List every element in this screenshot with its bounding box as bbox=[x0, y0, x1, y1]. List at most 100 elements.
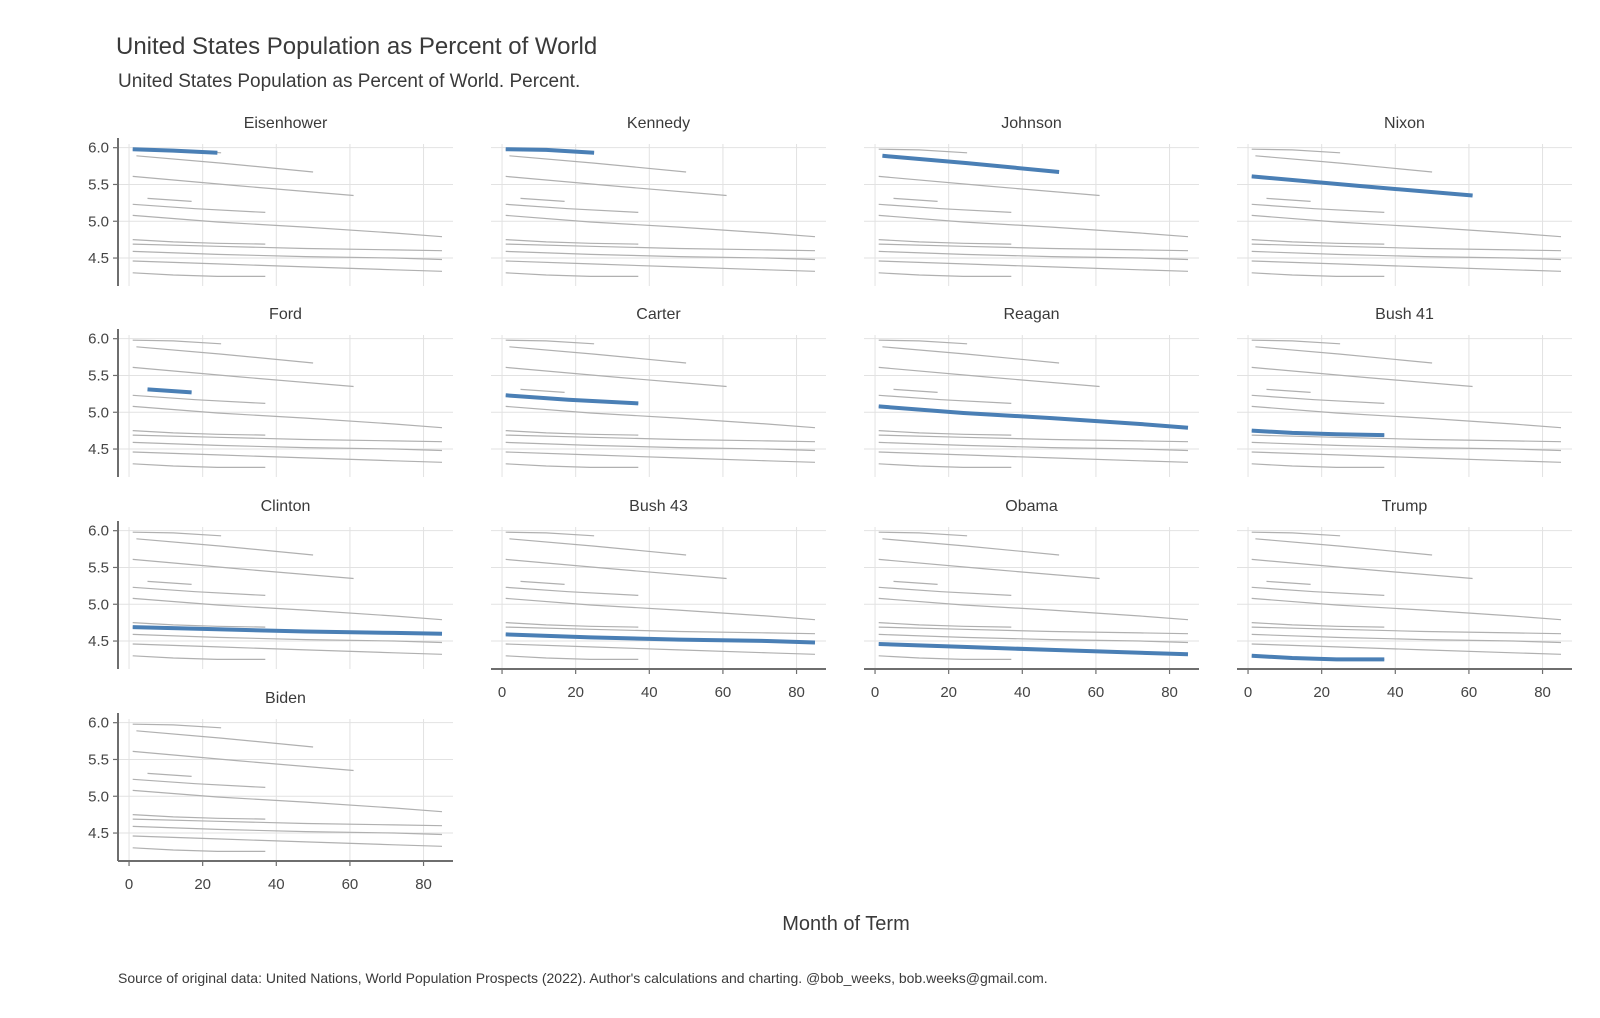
background-series-line bbox=[878, 260, 1189, 272]
background-series-line bbox=[136, 730, 314, 748]
background-series-line bbox=[505, 239, 639, 245]
background-series-line bbox=[147, 772, 192, 777]
background-series-line bbox=[505, 626, 816, 635]
background-series-line bbox=[505, 405, 816, 429]
panel-title: Clinton bbox=[261, 498, 311, 515]
background-series-line bbox=[505, 250, 816, 261]
background-series-line bbox=[878, 586, 1012, 596]
panel-reagan: Reagan bbox=[864, 306, 1199, 477]
highlight-series-line bbox=[505, 393, 639, 406]
background-series-line bbox=[505, 366, 727, 388]
background-series-line bbox=[505, 441, 816, 452]
background-series-line bbox=[136, 538, 314, 556]
background-series-line bbox=[505, 339, 595, 345]
x-tick-label: 60 bbox=[715, 684, 732, 701]
x-tick-label: 0 bbox=[871, 684, 879, 701]
highlight-series-line bbox=[1251, 653, 1385, 662]
panel-title: Reagan bbox=[1003, 306, 1059, 323]
background-series-line bbox=[132, 239, 266, 245]
background-series-line bbox=[132, 531, 222, 537]
x-tick-label: 60 bbox=[1461, 684, 1478, 701]
panel-bush-41: Bush 41 bbox=[1237, 306, 1572, 477]
background-series-line bbox=[520, 388, 565, 393]
background-series-line bbox=[893, 580, 938, 585]
background-series-line bbox=[132, 339, 222, 345]
background-series-line bbox=[147, 580, 192, 585]
background-series-line bbox=[505, 531, 595, 537]
background-series-line bbox=[878, 366, 1100, 388]
panel-title: Johnson bbox=[1001, 115, 1062, 132]
y-tick-label: 5.5 bbox=[88, 367, 109, 384]
highlight-series-line bbox=[882, 153, 1060, 174]
panel-title: Nixon bbox=[1384, 115, 1425, 132]
background-series-line bbox=[878, 239, 1012, 245]
x-tick-label: 40 bbox=[1014, 684, 1031, 701]
background-series-line bbox=[147, 197, 192, 202]
highlight-series-line bbox=[1251, 174, 1473, 198]
background-series-line bbox=[878, 441, 1189, 452]
background-series-line bbox=[132, 818, 443, 827]
background-series-line bbox=[878, 430, 1012, 436]
background-series-line bbox=[132, 643, 443, 655]
background-series-line bbox=[1266, 388, 1311, 393]
background-series-line bbox=[132, 243, 443, 252]
background-series-line bbox=[132, 655, 266, 661]
panel-ford: Ford 4.5 5.0 5.5 6.0 bbox=[88, 306, 453, 477]
background-series-line bbox=[505, 597, 816, 621]
background-series-line bbox=[1251, 339, 1341, 345]
background-series-line bbox=[136, 155, 314, 173]
background-series-line bbox=[878, 463, 1012, 468]
background-series-line bbox=[1251, 250, 1562, 261]
background-series-line bbox=[893, 197, 938, 202]
x-tick-label: 40 bbox=[641, 684, 658, 701]
background-series-line bbox=[1251, 626, 1562, 635]
background-series-line bbox=[1251, 633, 1562, 644]
y-tick-label: 6.0 bbox=[88, 523, 109, 540]
background-series-line bbox=[132, 558, 354, 580]
panel-title: Obama bbox=[1005, 498, 1058, 515]
y-tick-label: 6.0 bbox=[88, 331, 109, 348]
background-series-line bbox=[132, 451, 443, 463]
facet-panels: Eisenhower 4.5 5.0 5.5 6.0 Kennedy Johnson Nixo… bbox=[88, 115, 1572, 893]
panel-title: Trump bbox=[1382, 498, 1428, 515]
panel-johnson: Johnson bbox=[864, 115, 1199, 286]
background-series-line bbox=[132, 789, 443, 813]
background-series-line bbox=[132, 434, 443, 443]
background-series-line bbox=[136, 346, 314, 364]
background-series-line bbox=[1266, 580, 1311, 585]
background-series-line bbox=[878, 626, 1189, 635]
y-tick-label: 5.0 bbox=[88, 213, 109, 230]
background-series-line bbox=[505, 214, 816, 238]
background-series-line bbox=[132, 835, 443, 847]
panel-eisenhower: Eisenhower 4.5 5.0 5.5 6.0 bbox=[88, 115, 453, 286]
panel-bush-43: Bush 43 0 20 40 60 80 bbox=[491, 498, 826, 701]
y-tick-label: 5.5 bbox=[88, 751, 109, 768]
background-series-line bbox=[520, 580, 565, 585]
panel-title: Carter bbox=[636, 306, 681, 323]
background-series-line bbox=[505, 558, 727, 580]
background-series-line bbox=[1251, 203, 1385, 213]
background-series-line bbox=[509, 155, 687, 173]
background-series-line bbox=[1251, 597, 1562, 621]
panel-carter: Carter bbox=[491, 306, 826, 477]
background-series-line bbox=[132, 260, 443, 272]
background-series-line bbox=[1251, 260, 1562, 272]
background-series-line bbox=[1251, 558, 1473, 580]
background-series-line bbox=[878, 531, 968, 537]
background-series-line bbox=[132, 366, 354, 388]
background-series-line bbox=[505, 586, 639, 596]
highlight-series-line bbox=[1251, 428, 1385, 438]
background-series-line bbox=[1251, 463, 1385, 468]
background-series-line bbox=[1251, 214, 1562, 238]
x-tick-label: 0 bbox=[125, 876, 133, 893]
background-series-line bbox=[878, 175, 1100, 197]
highlight-series-line bbox=[147, 387, 192, 395]
y-tick-label: 5.0 bbox=[88, 788, 109, 805]
background-series-line bbox=[878, 272, 1012, 277]
background-series-line bbox=[1255, 346, 1433, 364]
background-series-line bbox=[1266, 197, 1311, 202]
panel-nixon: Nixon bbox=[1237, 115, 1572, 286]
background-series-line bbox=[505, 451, 816, 463]
panel-biden: Biden 4.5 5.0 5.5 6.0 0 20 40 60 80 bbox=[88, 690, 453, 893]
background-series-line bbox=[132, 394, 266, 404]
